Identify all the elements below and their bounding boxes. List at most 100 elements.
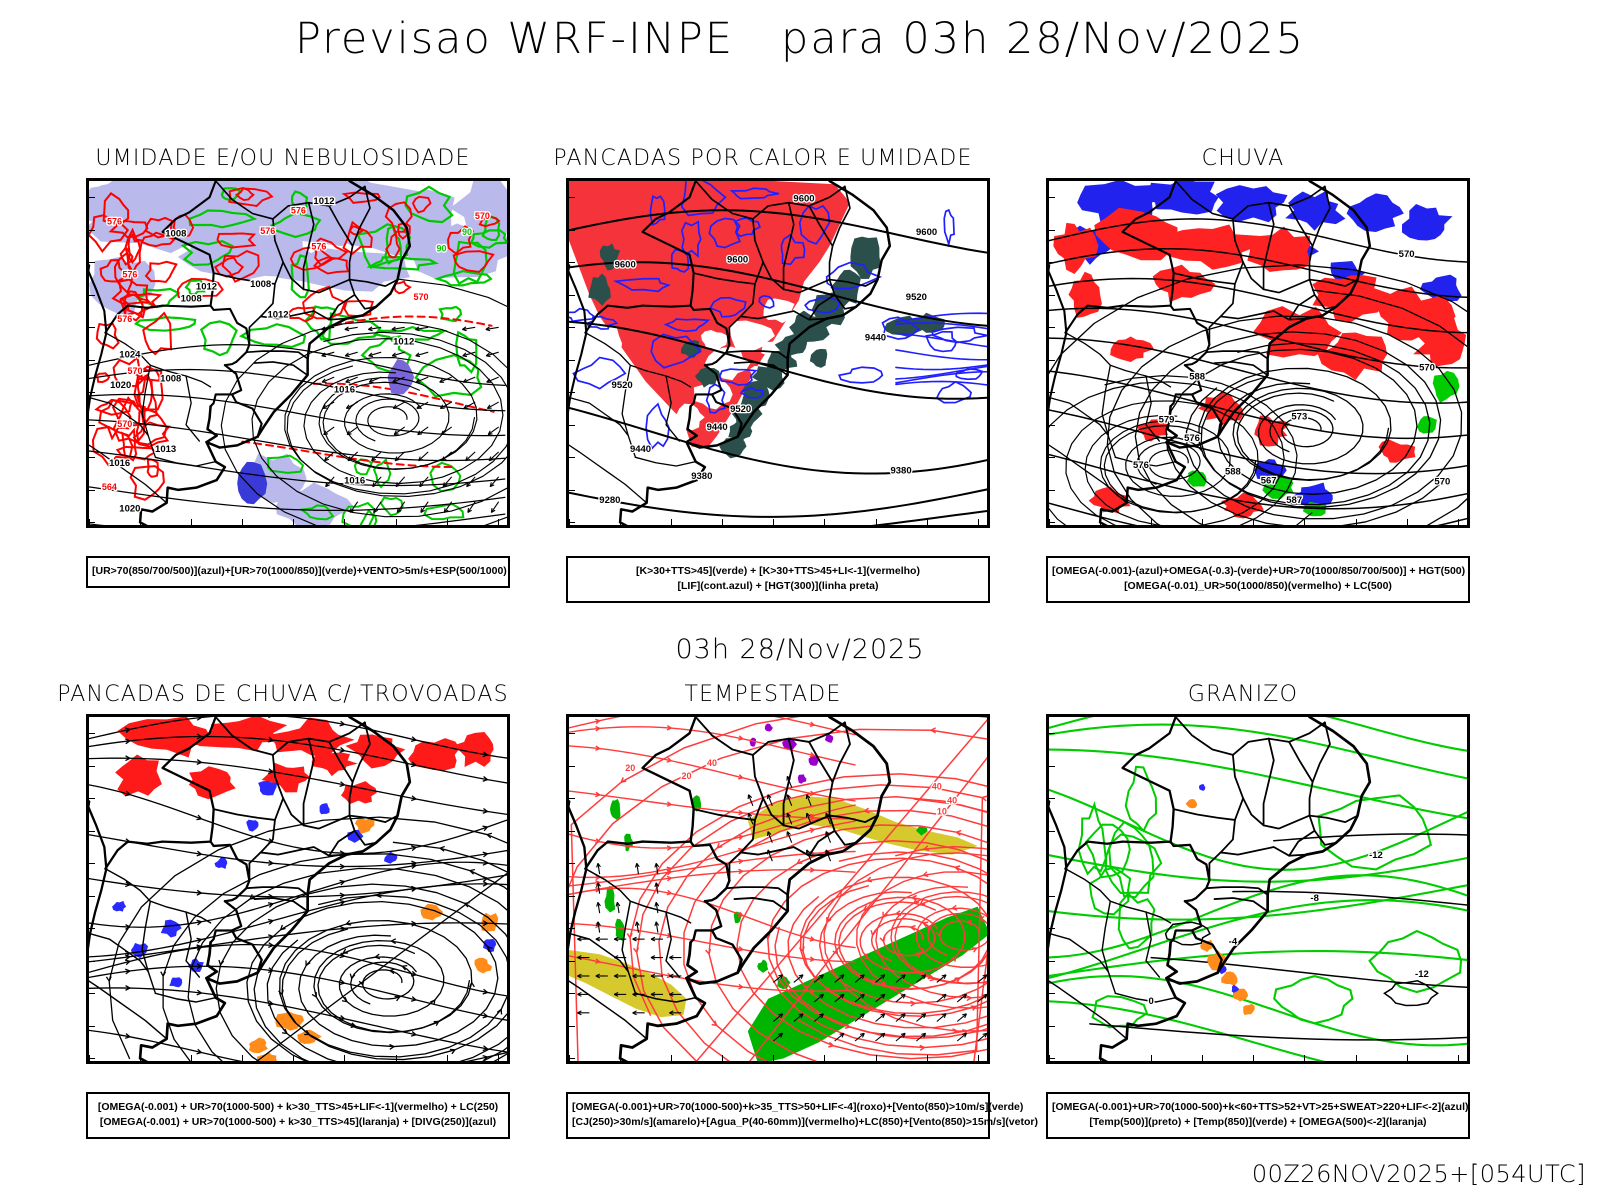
svg-text:588: 588 xyxy=(1225,467,1241,478)
map-canvas-tempestade[interactable]: 40402020401070W65W60W55W50W45W40W35W30W1… xyxy=(566,714,990,1064)
x-tick xyxy=(1100,519,1102,525)
map-area-pancadas-trovoadas: 70W65W60W55W50W45W40W35W30W12S15S18S21S2… xyxy=(86,714,510,1064)
y-tick xyxy=(1049,489,1055,491)
svg-text:40: 40 xyxy=(947,796,957,806)
svg-text:588: 588 xyxy=(1189,371,1205,382)
legend-line: [OMEGA(-0.001) + UR>70(1000-500) + k>30_… xyxy=(97,1101,499,1113)
y-tick xyxy=(1049,262,1055,264)
svg-text:570: 570 xyxy=(127,366,142,376)
y-tick xyxy=(1049,765,1055,767)
y-tick xyxy=(89,1058,95,1060)
svg-text:1020: 1020 xyxy=(119,503,140,514)
x-tick xyxy=(395,519,397,525)
x-tick xyxy=(926,519,928,525)
x-tick xyxy=(1049,1055,1050,1061)
y-tick xyxy=(569,392,575,394)
y-tick xyxy=(1049,798,1055,800)
y-tick xyxy=(1049,392,1055,394)
x-tick xyxy=(497,519,499,525)
svg-text:576: 576 xyxy=(122,269,137,279)
svg-text:9440: 9440 xyxy=(865,332,886,343)
svg-text:576: 576 xyxy=(260,226,275,236)
legend-line: [K>30+TTS>45](verde) + [K>30+TTS>45+LI<-… xyxy=(636,565,920,577)
x-tick xyxy=(242,519,244,525)
y-tick xyxy=(1049,522,1055,524)
y-tick xyxy=(569,765,575,767)
map-canvas-umidade[interactable]: 1012 1008 1012 1008 1008 1012 1020 1008 1024 1012… xyxy=(86,178,510,528)
y-tick xyxy=(569,489,575,491)
map-canvas-granizo[interactable]: -12-8-40-1270W65W60W55W50W45W40W35W30W12… xyxy=(1046,714,1470,1064)
legend-granizo: [OMEGA(-0.001)+UR>70(1000-500)+k<60+TTS>… xyxy=(1046,1092,1470,1139)
svg-text:90: 90 xyxy=(462,227,472,237)
svg-text:-4: -4 xyxy=(1229,937,1238,948)
svg-text:1012: 1012 xyxy=(267,310,288,321)
x-tick xyxy=(140,519,142,525)
x-tick xyxy=(89,1055,90,1061)
legend-line: [CJ(250)>30m/s](amarelo)+[Agua_P(40-60mm… xyxy=(572,1115,1038,1128)
y-tick xyxy=(89,863,95,865)
map-area-tempestade: 40402020401070W65W60W55W50W45W40W35W30W1… xyxy=(566,714,990,1064)
svg-text:1020: 1020 xyxy=(110,380,131,391)
x-tick xyxy=(875,1055,877,1061)
svg-text:570: 570 xyxy=(1434,476,1450,487)
svg-text:9600: 9600 xyxy=(727,254,748,265)
y-tick xyxy=(569,327,575,329)
x-tick xyxy=(1253,519,1255,525)
y-tick xyxy=(569,1025,575,1027)
map-canvas-pancadas-calor[interactable]: 9600 9600 9600 9600 9520 9520 9520 9440 9440 9380… xyxy=(566,178,990,528)
svg-text:570: 570 xyxy=(1419,363,1435,374)
x-tick xyxy=(1304,519,1306,525)
svg-text:1016: 1016 xyxy=(109,458,130,469)
svg-text:576: 576 xyxy=(1133,460,1149,471)
y-tick xyxy=(569,197,575,199)
svg-text:576: 576 xyxy=(1184,433,1200,444)
y-tick xyxy=(1049,895,1055,897)
y-tick xyxy=(1049,457,1055,459)
x-tick xyxy=(569,519,570,525)
svg-text:9380: 9380 xyxy=(691,471,712,482)
legend-pancadas-calor: [K>30+TTS>45](verde) + [K>30+TTS>45+LI<-… xyxy=(566,556,990,603)
y-tick xyxy=(89,895,95,897)
legend-line: [OMEGA(-0.001)-(azul)+OMEGA(-0.3)-(verde… xyxy=(1052,565,1466,577)
legend-pancadas-trovoadas: [OMEGA(-0.001) + UR>70(1000-500) + k>30_… xyxy=(86,1092,510,1139)
y-tick xyxy=(569,895,575,897)
y-tick xyxy=(569,863,575,865)
svg-text:90: 90 xyxy=(436,243,446,253)
x-tick xyxy=(824,1055,826,1061)
y-tick xyxy=(1049,1058,1055,1060)
legend-chuva: [OMEGA(-0.001)-(azul)+OMEGA(-0.3)-(verde… xyxy=(1046,556,1470,603)
x-tick xyxy=(1100,1055,1102,1061)
y-tick xyxy=(89,522,95,524)
x-tick xyxy=(773,519,775,525)
map-canvas-chuva[interactable]: 58857057657957358857056758757657070W65W6… xyxy=(1046,178,1470,528)
x-tick xyxy=(446,519,448,525)
svg-text:567: 567 xyxy=(1261,475,1277,486)
x-tick xyxy=(620,519,622,525)
x-tick xyxy=(1049,519,1050,525)
y-tick xyxy=(569,993,575,995)
x-tick xyxy=(875,519,877,525)
svg-text:40: 40 xyxy=(932,782,942,792)
svg-text:20: 20 xyxy=(681,771,691,781)
x-tick xyxy=(89,519,90,525)
svg-text:1012: 1012 xyxy=(393,337,414,348)
y-tick xyxy=(569,1058,575,1060)
y-tick xyxy=(1049,327,1055,329)
legend-line: [LIF](cont.azul) + [HGT(300)](linha pret… xyxy=(677,579,879,592)
x-tick xyxy=(722,1055,724,1061)
map-canvas-pancadas-trovoadas[interactable]: 70W65W60W55W50W45W40W35W30W12S15S18S21S2… xyxy=(86,714,510,1064)
y-tick xyxy=(569,229,575,231)
panel-title-chuva: CHUVA xyxy=(1201,146,1285,171)
x-tick xyxy=(722,519,724,525)
x-tick xyxy=(1253,1055,1255,1061)
y-tick xyxy=(569,359,575,361)
y-tick xyxy=(1049,359,1055,361)
svg-text:9440: 9440 xyxy=(707,422,728,433)
y-tick xyxy=(1049,229,1055,231)
x-tick xyxy=(1406,1055,1408,1061)
legend-tempestade: [OMEGA(-0.001)+UR>70(1000-500)+k>35_TTS>… xyxy=(566,1092,1038,1139)
svg-text:1008: 1008 xyxy=(165,228,186,239)
y-tick xyxy=(569,960,575,962)
y-tick xyxy=(569,457,575,459)
x-tick xyxy=(1304,1055,1306,1061)
